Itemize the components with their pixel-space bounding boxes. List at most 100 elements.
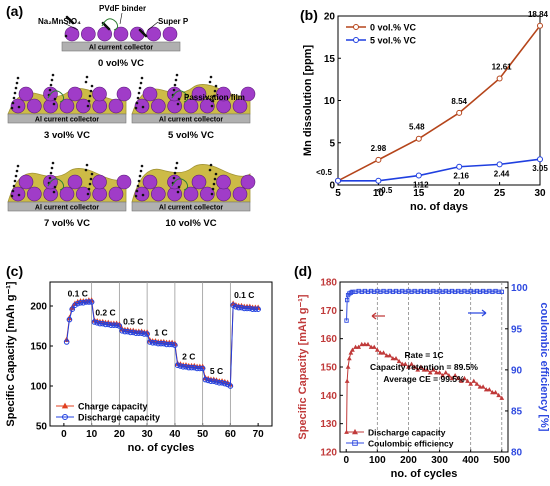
particle xyxy=(232,186,248,202)
super-p-dot xyxy=(84,80,88,84)
data-label: 5.48 xyxy=(409,123,425,132)
data-point xyxy=(216,380,223,386)
particle xyxy=(200,186,215,202)
legend-label: Coulombic efficiency xyxy=(368,439,454,449)
data-point xyxy=(415,367,421,372)
data-point xyxy=(230,302,236,309)
super-p-dot xyxy=(50,78,54,82)
chart-annotation: Rate = 1C xyxy=(405,350,444,360)
y-tick-label: 170 xyxy=(320,306,337,317)
x-tick-label: 10 xyxy=(86,429,98,440)
super-p-dot xyxy=(10,194,14,198)
rate-label: 0.2 C xyxy=(95,308,115,318)
data-point xyxy=(384,353,390,358)
super-p-dot xyxy=(135,101,139,105)
super-p-dot xyxy=(52,190,56,194)
super-p-dot xyxy=(16,164,20,168)
data-point xyxy=(105,321,112,328)
particle xyxy=(134,98,150,114)
particle xyxy=(10,98,26,114)
data-point xyxy=(116,323,123,329)
particle xyxy=(92,174,107,190)
super-p-dot xyxy=(90,84,94,88)
data-label: 8.54 xyxy=(451,97,467,106)
data-point xyxy=(202,376,209,383)
x-tick-label: 50 xyxy=(197,429,209,440)
super-p-dot xyxy=(52,102,56,106)
y-tick-label: 20 xyxy=(324,12,336,23)
data-point xyxy=(418,364,424,369)
super-p-dot xyxy=(15,81,19,85)
legend-label: Discharge capacity xyxy=(368,428,446,438)
data-point xyxy=(113,322,120,329)
data-point xyxy=(241,305,248,312)
particle xyxy=(116,174,132,190)
data-point xyxy=(222,380,228,387)
data-point xyxy=(174,362,181,369)
data-point xyxy=(72,302,78,309)
y-tick-label: 130 xyxy=(320,419,337,430)
data-point xyxy=(108,322,114,329)
x-tick-label: 20 xyxy=(114,429,126,440)
super-p-dot xyxy=(11,189,15,193)
super-p-dot xyxy=(135,189,139,193)
super-p-dot xyxy=(53,97,57,101)
data-point xyxy=(350,347,355,352)
data-point xyxy=(486,387,492,392)
legend-label: 0 vol.% VC xyxy=(370,23,417,33)
data-point xyxy=(160,340,167,347)
legend-marker xyxy=(352,428,358,435)
data-point xyxy=(356,344,362,349)
y-right-tick-label: 95 xyxy=(511,324,523,335)
binder-strand xyxy=(171,178,189,191)
super-p-dot xyxy=(89,177,93,181)
data-point xyxy=(99,320,106,327)
x-tick-label: 15 xyxy=(413,188,425,199)
data-point xyxy=(194,365,200,372)
y-tick-label: 10 xyxy=(324,96,336,107)
electrode-cell: Al current collector 10 vol% VC xyxy=(131,161,256,229)
legend-label: Discharge capacity xyxy=(78,413,160,423)
particle xyxy=(232,98,248,114)
super-p-dot xyxy=(136,96,140,100)
data-point xyxy=(227,383,234,389)
data-point xyxy=(440,372,446,378)
data-point xyxy=(499,289,504,295)
data-point xyxy=(88,299,95,305)
data-point xyxy=(111,322,117,329)
data-point xyxy=(344,318,349,323)
particle xyxy=(142,174,158,190)
super-p-dot xyxy=(141,193,145,197)
legend-marker xyxy=(353,24,359,30)
chart-annotation: Capacity retention = 89.5% xyxy=(370,362,478,372)
data-point xyxy=(345,297,350,303)
cell-label: 10 vol% VC xyxy=(165,218,216,229)
data-point xyxy=(402,361,408,366)
data-point xyxy=(197,365,203,372)
data-point xyxy=(124,328,131,335)
x-tick-label: 400 xyxy=(462,455,479,466)
collector-label: Al current collector xyxy=(159,117,223,124)
data-point xyxy=(63,339,70,345)
data-point xyxy=(188,364,195,371)
data-point xyxy=(409,361,414,366)
y-tick-label: 15 xyxy=(324,54,336,65)
data-point xyxy=(77,300,84,306)
data-point xyxy=(371,344,377,349)
super-p-dot xyxy=(12,96,16,100)
super-p-dot xyxy=(86,192,90,196)
data-point xyxy=(393,355,399,361)
arrow-right xyxy=(468,309,487,317)
super-p-dot xyxy=(15,169,19,173)
super-p-dot xyxy=(86,104,90,108)
data-label: 2.44 xyxy=(494,169,510,178)
data-point xyxy=(421,367,427,372)
super-p-dot xyxy=(177,185,181,189)
data-point xyxy=(144,331,150,337)
data-point xyxy=(141,331,148,337)
data-point xyxy=(396,358,402,364)
electrode-cell: Al current collector 0 vol% VC xyxy=(61,15,181,69)
data-point xyxy=(458,378,464,383)
